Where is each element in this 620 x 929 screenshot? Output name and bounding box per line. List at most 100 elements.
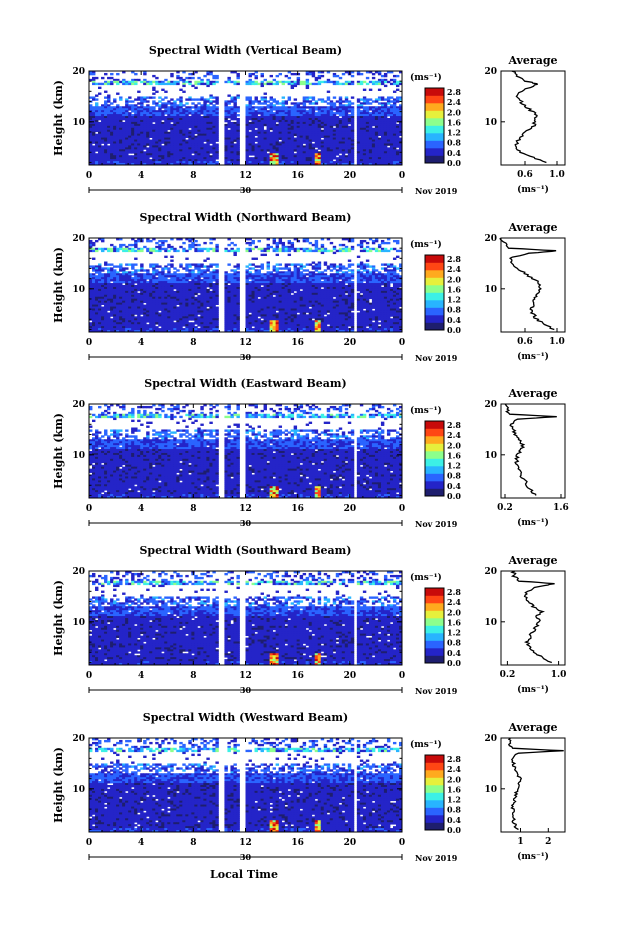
heatmap-cell bbox=[293, 108, 298, 111]
heatmap-cell bbox=[209, 106, 213, 109]
heatmap-cell bbox=[110, 243, 114, 247]
heatmap-cell bbox=[170, 149, 174, 152]
heatmap-cell bbox=[131, 133, 135, 137]
heatmap-cell bbox=[365, 249, 370, 253]
heatmap-cell bbox=[398, 145, 403, 148]
heatmap-cell bbox=[209, 127, 213, 131]
heatmap-cell bbox=[158, 106, 162, 109]
heatmap-cell bbox=[251, 114, 255, 117]
heatmap-cell bbox=[308, 145, 313, 148]
heatmap-cell bbox=[209, 141, 213, 144]
heatmap-cell bbox=[107, 114, 111, 117]
heatmap-cell bbox=[137, 139, 141, 142]
heatmap-cell bbox=[191, 123, 195, 127]
heatmap-cell bbox=[188, 119, 192, 123]
heatmap-cell bbox=[137, 129, 141, 133]
heatmap-cell bbox=[314, 143, 319, 146]
heatmap-cell bbox=[176, 145, 180, 148]
heatmap-cell bbox=[191, 110, 195, 113]
heatmap-cell bbox=[320, 149, 325, 152]
heatmap-cell bbox=[344, 108, 349, 111]
heatmap-cell bbox=[359, 147, 364, 150]
heatmap-cell bbox=[233, 127, 237, 131]
heatmap-cell bbox=[380, 78, 385, 82]
heatmap-cell bbox=[176, 141, 180, 144]
heatmap-cell bbox=[200, 131, 204, 135]
heatmap-cell bbox=[302, 118, 307, 121]
heatmap-cell bbox=[113, 112, 117, 115]
heatmap-cell bbox=[131, 80, 135, 84]
heatmap-cell bbox=[329, 149, 334, 152]
heatmap-cell bbox=[152, 127, 156, 131]
heatmap-cell bbox=[374, 269, 379, 272]
heatmap-cell bbox=[389, 71, 394, 74]
heatmap-cell bbox=[338, 139, 343, 142]
heatmap-cell bbox=[209, 110, 213, 113]
heatmap-cell bbox=[311, 114, 316, 117]
heatmap-cell bbox=[290, 118, 295, 121]
heatmap-cell bbox=[395, 267, 400, 270]
heatmap-cell bbox=[293, 119, 298, 123]
heatmap-cell bbox=[296, 135, 301, 138]
heatmap-cell bbox=[224, 119, 228, 123]
heatmap-cell bbox=[344, 281, 349, 284]
heatmap-cell bbox=[122, 114, 126, 117]
heatmap-cell bbox=[128, 149, 132, 152]
heatmap-cell bbox=[143, 141, 147, 144]
heatmap-cell bbox=[200, 149, 204, 152]
heatmap-cell bbox=[386, 80, 391, 84]
heatmap-cell bbox=[167, 135, 171, 138]
heatmap-cell bbox=[191, 135, 195, 138]
heatmap-cell bbox=[173, 143, 177, 146]
heatmap-cell bbox=[263, 119, 267, 123]
heatmap-cell bbox=[350, 145, 355, 148]
heatmap-cell bbox=[356, 127, 361, 131]
heatmap-cell bbox=[311, 112, 316, 115]
heatmap-cell bbox=[194, 143, 198, 146]
heatmap-cell bbox=[329, 100, 334, 103]
heatmap-cell bbox=[308, 241, 313, 245]
heatmap-cell bbox=[356, 125, 361, 129]
heatmap-cell bbox=[107, 112, 111, 115]
heatmap-cell bbox=[89, 131, 93, 135]
heatmap-cell bbox=[185, 119, 189, 123]
heatmap-cell bbox=[383, 127, 388, 131]
heatmap-cell bbox=[305, 133, 310, 137]
heatmap-cell bbox=[125, 123, 129, 127]
heatmap-cell bbox=[137, 123, 141, 127]
heatmap-cell bbox=[314, 118, 319, 121]
heatmap-cell bbox=[359, 80, 364, 84]
heatmap-cell bbox=[287, 82, 292, 86]
heatmap-cell bbox=[317, 145, 322, 148]
heatmap-cell bbox=[194, 131, 198, 135]
heatmap-cell bbox=[383, 131, 388, 135]
heatmap-cell bbox=[134, 137, 138, 140]
heatmap-cell bbox=[230, 116, 234, 119]
heatmap-cell bbox=[272, 129, 276, 133]
heatmap-cell bbox=[392, 98, 397, 101]
heatmap-cell bbox=[395, 125, 400, 129]
heatmap-cell bbox=[380, 96, 385, 99]
heatmap-cell bbox=[167, 119, 171, 123]
heatmap-cell bbox=[260, 82, 264, 86]
heatmap-cell bbox=[341, 72, 346, 76]
heatmap-cell bbox=[374, 98, 379, 101]
heatmap-cell bbox=[284, 118, 289, 121]
heatmap-cell bbox=[245, 127, 249, 131]
heatmap-cell bbox=[398, 149, 403, 152]
heatmap-cell bbox=[209, 96, 213, 99]
heatmap-cell bbox=[188, 110, 192, 113]
heatmap-cell bbox=[158, 147, 162, 150]
heatmap-cell bbox=[116, 114, 120, 117]
heatmap-cell bbox=[320, 125, 325, 129]
heatmap-cell bbox=[227, 131, 231, 135]
heatmap-cell bbox=[128, 121, 132, 125]
heatmap-cell bbox=[326, 112, 331, 115]
heatmap-cell bbox=[101, 108, 105, 111]
heatmap-cell bbox=[92, 110, 96, 113]
heatmap-cell bbox=[377, 112, 382, 115]
heatmap-cell bbox=[284, 114, 289, 117]
heatmap-cell bbox=[92, 147, 96, 150]
heatmap-cell bbox=[335, 265, 340, 268]
heatmap-cell bbox=[392, 112, 397, 115]
